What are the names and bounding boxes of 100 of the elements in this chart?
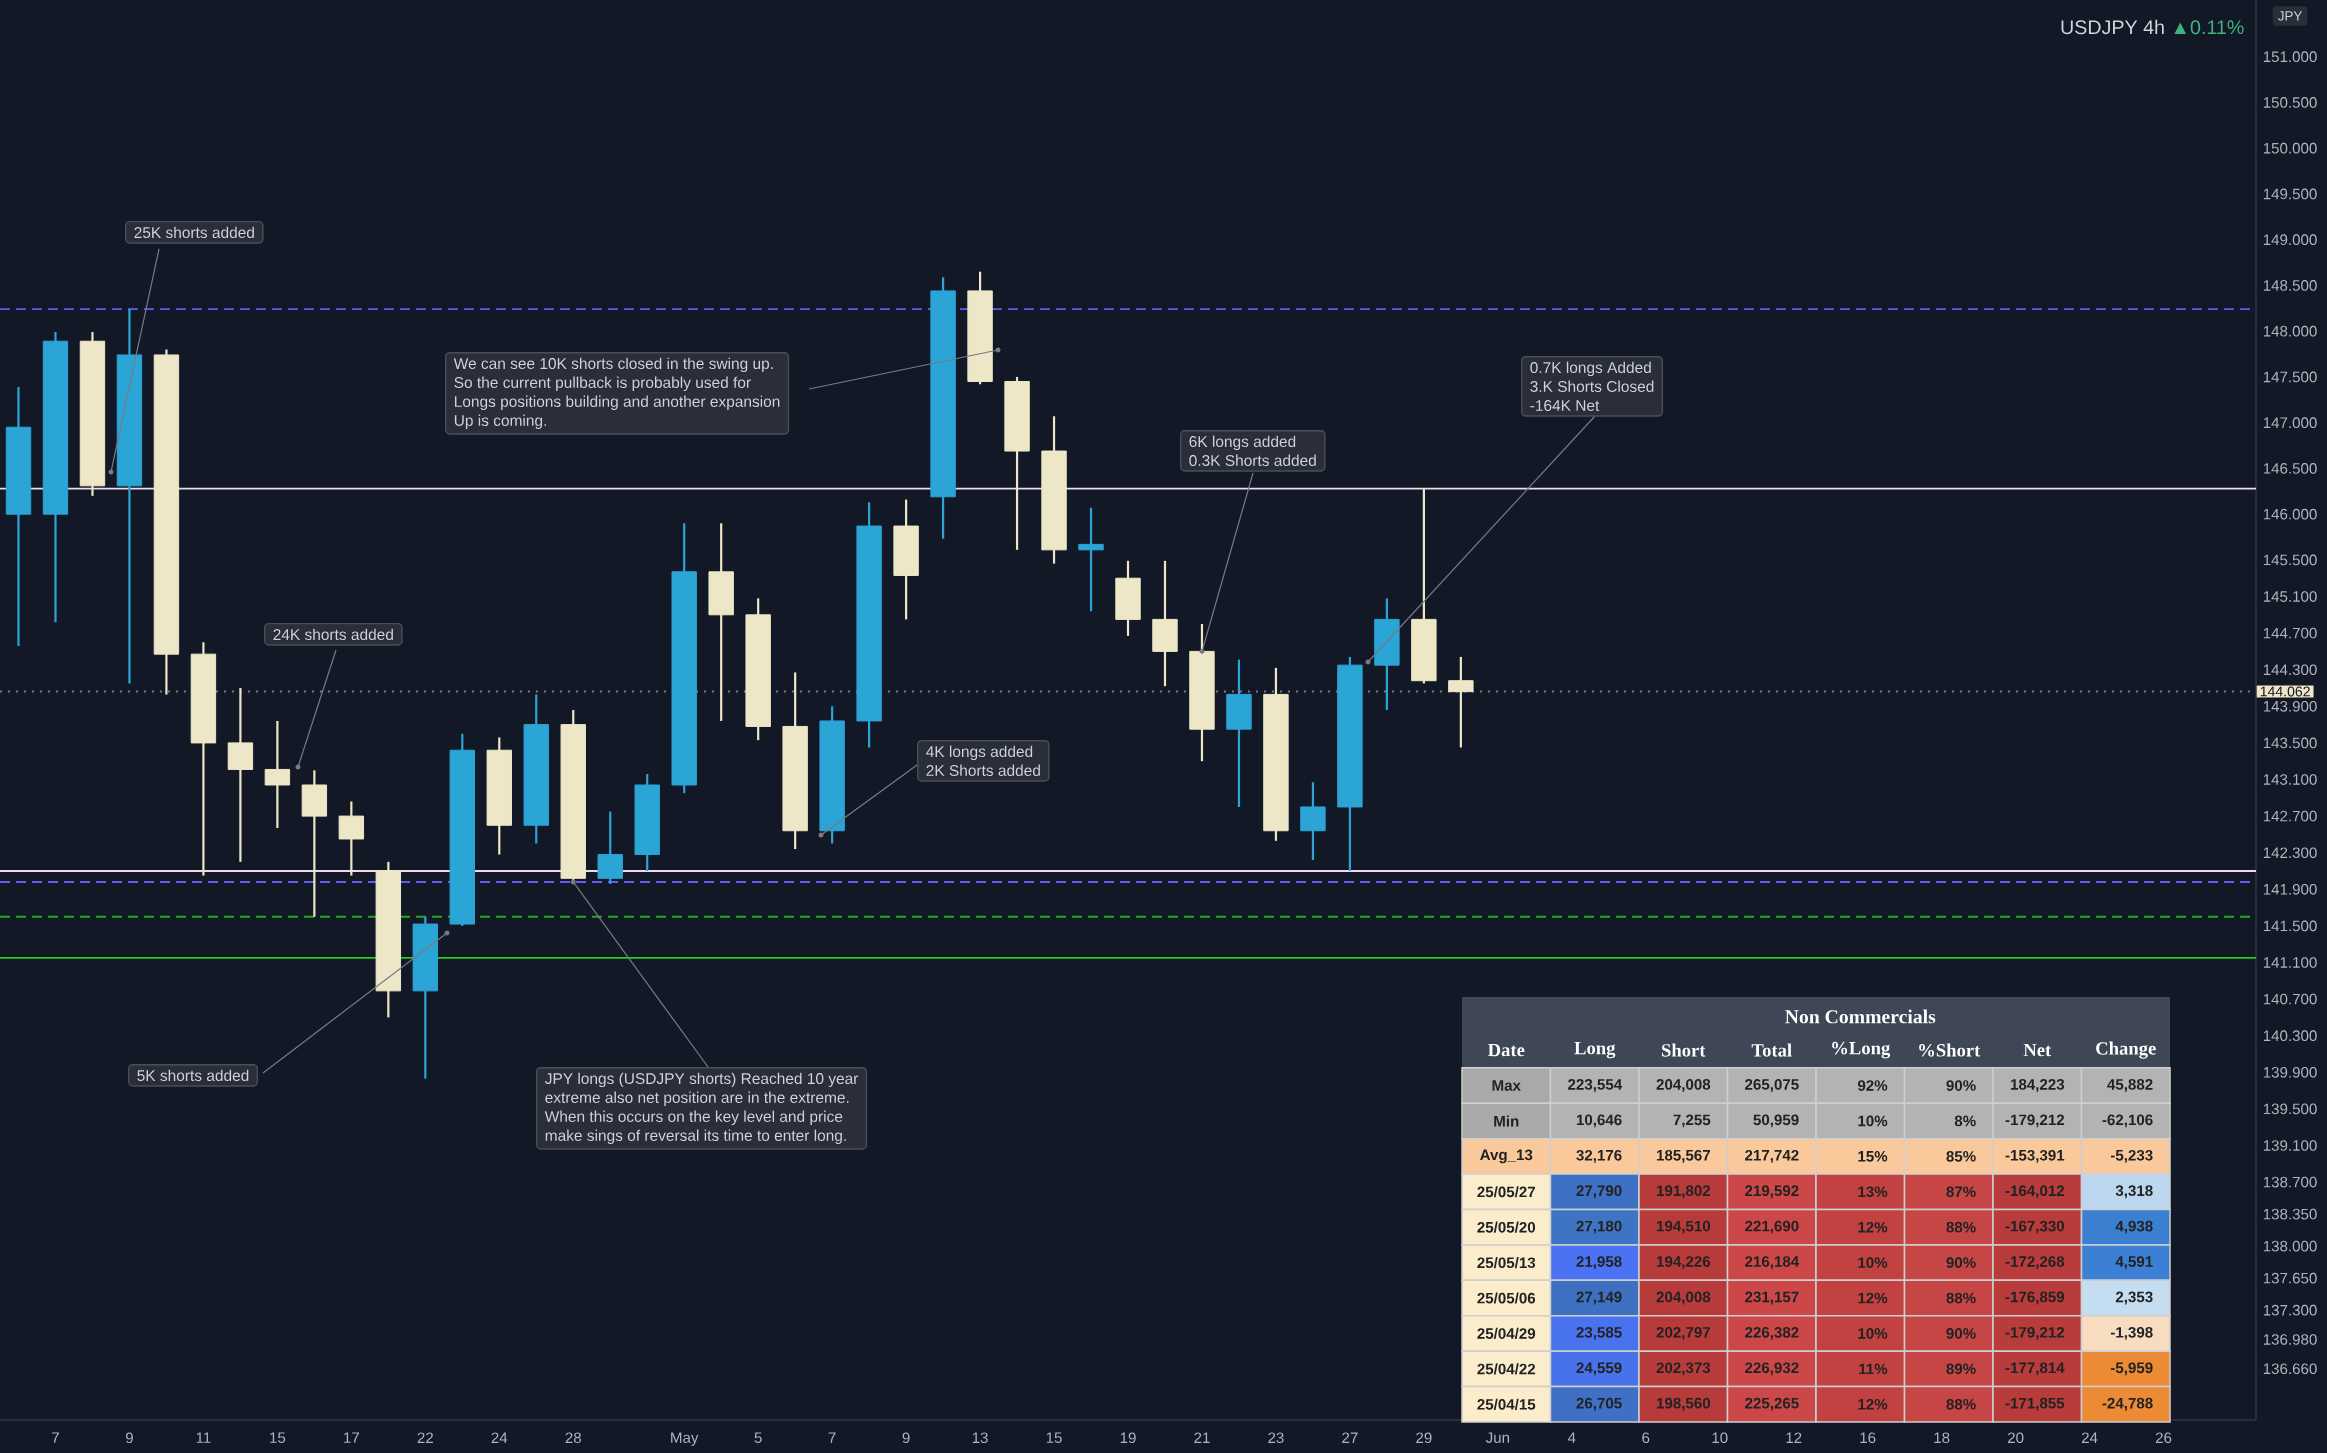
annotation: When this occurs on the key level and price [544,1110,843,1126]
text: 194,226 [1656,1256,1711,1270]
text: -177,814 [2005,1362,2065,1376]
category-label: 25/04/22 [1477,1363,1536,1375]
text: 90% [1946,1328,1976,1339]
annotation: 4K longs added [926,745,1033,761]
text: 88% [1946,1292,1976,1304]
annotation: 3.K Shorts Closed [1530,380,1654,393]
text: 185,567 [1656,1149,1710,1163]
y-tick-label: 142.300 [2263,847,2317,859]
category-label: Total [1751,1043,1792,1057]
annotation: Up is coming. [454,414,546,430]
y-tick-label: 137.650 [2263,1272,2317,1284]
candlestick [264,719,291,830]
text: ▲0.11% [2174,20,2244,35]
text: 15% [1858,1151,1888,1162]
category-label: 25/05/06 [1477,1292,1536,1304]
text: -24,788 [2102,1397,2153,1411]
x-tick-label: 13 [972,1432,988,1444]
category-label: 25/05/13 [1477,1256,1536,1269]
text: 219,592 [1745,1185,1799,1199]
text: -153,391 [2005,1149,2065,1163]
x-tick-label: 29 [1416,1432,1432,1444]
x-tick-label: 7 [828,1432,836,1443]
x-tick-label: 6 [1642,1432,1650,1444]
y-tick-label: 142.700 [2263,810,2317,822]
annotation: JPY longs (USDJPY shorts) Reached 10 year [544,1072,859,1088]
category-label: Max [1492,1080,1521,1091]
category-label: Date [1487,1043,1525,1057]
text: 12% [1858,1292,1888,1304]
text: 45,882 [2107,1079,2153,1092]
x-tick-label: 24 [2081,1432,2098,1443]
x-tick-label: 28 [565,1432,581,1444]
annotation: Longs positions building and another expansion [454,395,780,411]
text: -5,959 [2110,1362,2153,1376]
candlestick [1448,655,1474,749]
text: -179,212 [2005,1114,2065,1128]
category-label: Net [2023,1043,2052,1057]
text: 12% [1858,1221,1888,1233]
annotation: So the current pullback is probably used for [454,376,751,392]
text: 216,184 [1745,1256,1800,1270]
category-label: Avg_13 [1480,1149,1533,1164]
category-label: 25/05/27 [1477,1186,1535,1198]
x-tick-label: 26 [2155,1432,2172,1444]
text: 90% [1946,1080,1976,1091]
text: 10% [1858,1257,1888,1268]
y-tick-label: 138.000 [2263,1240,2317,1252]
y-tick-label: 150.500 [2263,97,2317,108]
text: -5,233 [2110,1149,2153,1163]
y-tick-label: 150.000 [2263,142,2317,154]
x-tick-label: 10 [1712,1432,1728,1444]
text: 27,149 [1576,1291,1622,1305]
x-tick-label: May [671,1432,699,1446]
category-label: Change [2096,1041,2156,1059]
text: 24,559 [1576,1362,1622,1376]
text: 85% [1946,1151,1976,1162]
text: 23,585 [1576,1327,1622,1340]
x-tick-label: 12 [1786,1432,1802,1443]
category-label: 25/05/20 [1477,1221,1536,1233]
y-tick-label: 149.000 [2263,234,2317,246]
annotation: 0.7K longs Added [1530,361,1651,377]
text: 194,510 [1656,1220,1711,1234]
text: 21,958 [1576,1256,1622,1270]
y-tick-label: 138.350 [2263,1208,2317,1220]
category-label: Min [1494,1115,1519,1127]
text: -171,855 [2005,1397,2065,1411]
annotation: We can see 10K shorts closed in the swing up. [453,357,773,373]
text: 2,353 [2115,1291,2153,1305]
category-label: Long [1574,1041,1616,1059]
y-tick-label: 148.000 [2263,325,2317,337]
y-tick-label: 141.100 [2263,957,2317,968]
text: 27,180 [1576,1220,1622,1234]
y-tick-label: 139.900 [2263,1066,2317,1078]
text: 8% [1954,1115,1976,1127]
text: 92% [1857,1080,1888,1091]
text: 223,554 [1568,1079,1623,1092]
text: 198,560 [1656,1397,1711,1411]
y-tick-label: 136.980 [2263,1334,2317,1345]
x-tick-label: 15 [270,1432,286,1443]
x-tick-label: 18 [1934,1432,1950,1444]
y-tick-label: 146.500 [2263,463,2317,474]
candlestick [1078,506,1104,613]
x-tick-label: 23 [1268,1432,1284,1444]
y-tick-label: 151.000 [2263,51,2317,63]
text: 26,705 [1576,1397,1622,1411]
category-label: %Short [1919,1043,1981,1057]
text: 231,157 [1745,1291,1799,1305]
annotation: 5K shorts added [137,1069,249,1082]
annotation: 24K shorts added [273,628,393,641]
text: 12% [1858,1398,1888,1410]
y-tick-label: 141.900 [2263,883,2317,895]
category-label: 25/04/29 [1477,1327,1536,1340]
annotation: make sings of reversal its time to enter long. [545,1129,846,1145]
text: 87% [1946,1186,1976,1198]
text: 226,382 [1745,1327,1799,1340]
text: 204,008 [1656,1291,1711,1305]
category-label: 25/04/15 [1477,1398,1536,1410]
y-tick-label: 137.300 [2263,1304,2317,1316]
text: 27,790 [1576,1185,1622,1199]
x-tick-label: 24 [491,1432,508,1443]
